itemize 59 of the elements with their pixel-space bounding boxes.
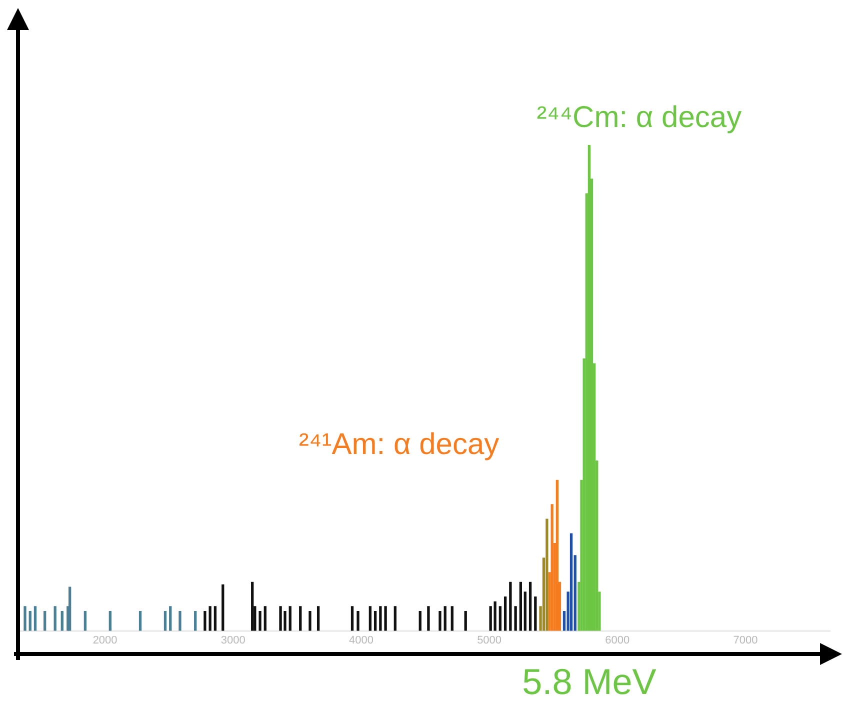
bar xyxy=(214,606,217,631)
bar xyxy=(34,606,37,631)
x-tick-label: 7000 xyxy=(733,634,758,646)
bar xyxy=(528,582,532,631)
bar xyxy=(204,611,206,631)
bar xyxy=(509,582,512,631)
bar xyxy=(444,606,446,631)
bar xyxy=(308,611,312,631)
x-tick-label: 2000 xyxy=(92,634,118,646)
x-tick-label: 3000 xyxy=(220,634,246,646)
bar xyxy=(222,584,224,631)
bar xyxy=(60,611,64,631)
bar xyxy=(350,606,354,631)
bar xyxy=(556,480,559,631)
bar xyxy=(108,611,112,631)
bar xyxy=(68,586,72,631)
annotation: ²⁴⁴Cm: α decay xyxy=(536,101,742,134)
bar xyxy=(550,504,554,631)
bar xyxy=(374,611,377,631)
bar xyxy=(288,606,292,631)
text: 5.8 MeV xyxy=(522,660,656,702)
annotation: ²⁴¹Am: α decay xyxy=(298,428,500,462)
bar xyxy=(368,606,372,631)
bar xyxy=(524,592,526,631)
bar xyxy=(356,611,360,631)
bar xyxy=(384,606,387,631)
bar xyxy=(427,606,430,631)
bar xyxy=(208,606,212,631)
bar xyxy=(438,611,442,631)
bar xyxy=(164,611,167,631)
bar xyxy=(169,606,172,631)
bar xyxy=(546,518,548,631)
bar xyxy=(138,611,142,631)
bar xyxy=(258,611,262,631)
x-tick-label: 5000 xyxy=(477,634,502,646)
bar xyxy=(504,596,507,631)
bar xyxy=(450,606,454,631)
bar xyxy=(28,611,32,631)
bar xyxy=(514,606,517,631)
bar xyxy=(534,596,537,631)
bar xyxy=(379,606,382,631)
bar xyxy=(299,606,302,631)
bar xyxy=(84,611,87,631)
x-tick-label: 4000 xyxy=(348,634,374,646)
bar xyxy=(519,582,522,631)
bar xyxy=(570,533,573,631)
bar xyxy=(178,611,182,631)
x-tick-label: 6000 xyxy=(605,634,630,646)
bar xyxy=(498,606,502,631)
bar xyxy=(394,606,396,631)
bar xyxy=(264,606,266,631)
bar xyxy=(316,606,320,631)
bar xyxy=(54,606,56,631)
bar xyxy=(251,582,254,631)
bar xyxy=(194,611,197,631)
bar xyxy=(464,611,467,631)
bar xyxy=(24,606,26,631)
bar xyxy=(418,611,422,631)
bar xyxy=(44,611,46,631)
